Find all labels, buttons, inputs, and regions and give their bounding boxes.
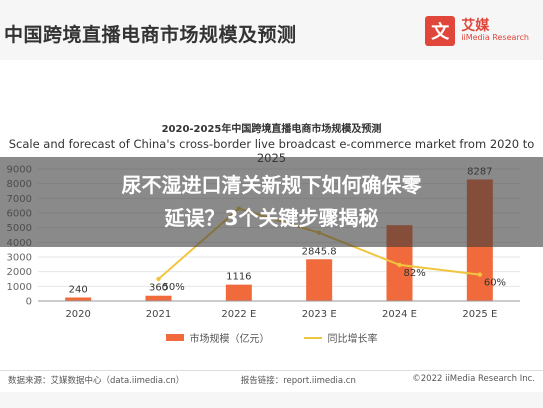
brand-en: iiMedia Research — [461, 33, 529, 43]
headline-overlay — [0, 157, 543, 247]
legend-bar-swatch — [165, 334, 184, 341]
bar-value-label: 1116 — [226, 272, 251, 283]
x-tick-label: 2024 E — [382, 309, 417, 320]
brand-text: 艾媒 iiMedia Research — [461, 19, 529, 42]
footer-copyright: ©2022 iiMedia Research Inc. — [412, 374, 535, 384]
legend-line-swatch — [303, 336, 322, 339]
page-title: 中国跨境直播电商市场规模及预测 — [4, 24, 297, 46]
bar-value-label: 2845.8 — [302, 246, 337, 257]
headline-line-2: 延误？3个关键步骤揭秘 — [164, 206, 379, 230]
x-tick-label: 2021 — [146, 309, 171, 320]
chart-title: 2020-2025年中国跨境直播电商市场规模及预测 — [161, 124, 382, 135]
growth-point — [477, 272, 483, 277]
growth-point — [156, 276, 161, 282]
bar — [145, 295, 172, 301]
header-bar: 中国跨境直播电商市场规模及预测 文 艾媒 iiMedia Research — [0, 0, 543, 60]
x-tick-label: 2023 E — [302, 309, 337, 320]
footer: 数据来源：艾媒数据中心（data.iimedia.cn） 报告链接：report… — [8, 374, 535, 386]
footer-report: 报告链接：report.iimedia.cn — [240, 376, 356, 386]
y-tick-label: 0 — [26, 297, 32, 308]
bar-value-label: 360 — [149, 283, 168, 294]
brand-name: 艾媒 — [461, 18, 490, 35]
footer-divider — [0, 370, 543, 371]
chart-legend: 市场规模（亿元） 同比增长率 — [0, 330, 543, 345]
headline-line-1: 尿不湿进口清关新规下如何确保零 — [121, 173, 422, 197]
legend-line-label: 同比增长率 — [327, 334, 378, 345]
x-tick-label: 2022 E — [221, 309, 256, 320]
bar — [65, 297, 92, 301]
y-tick-label: 1000 — [7, 282, 32, 293]
growth-label: 82% — [404, 268, 426, 279]
headline: 尿不湿进口清关新规下如何确保零 延误？3个关键步骤揭秘 — [0, 169, 543, 235]
bar — [306, 259, 333, 301]
footer-source: 数据来源：艾媒数据中心（data.iimedia.cn） — [8, 376, 185, 386]
bar — [225, 284, 252, 301]
growth-point — [397, 262, 402, 268]
legend-bar-label: 市场规模（亿元） — [189, 334, 270, 345]
legend-item-bar: 市场规模（亿元） — [165, 330, 270, 345]
x-tick-label: 2025 E — [462, 309, 497, 320]
growth-label: 60% — [484, 278, 506, 289]
y-tick-label: 2000 — [7, 267, 32, 278]
bar-value-label: 240 — [69, 284, 88, 295]
x-tick-label: 2020 — [65, 309, 90, 320]
footer-bottom-bar — [0, 392, 543, 408]
y-tick-label: 3000 — [7, 253, 32, 264]
legend-item-line: 同比增长率 — [303, 330, 378, 345]
brand: 文 艾媒 iiMedia Research — [425, 14, 529, 48]
brand-logo-icon: 文 — [425, 16, 456, 46]
growth-label: 50% — [163, 282, 185, 293]
